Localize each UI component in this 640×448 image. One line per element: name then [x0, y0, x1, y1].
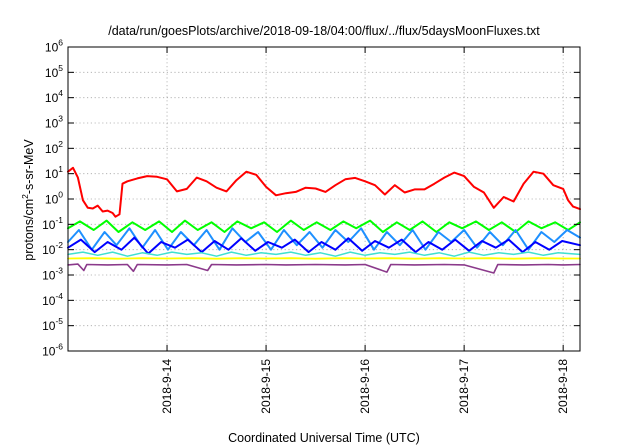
y-tick-label-exp: 4: [58, 88, 63, 98]
y-tick-label: 10-6: [42, 342, 63, 359]
y-tick-label-exp: 2: [58, 139, 63, 149]
y-tick-label: 102: [45, 139, 63, 156]
flux-series-4: [67, 236, 581, 255]
y-tick-label: 105: [45, 63, 63, 80]
y-tick-label-exp: -4: [55, 291, 63, 301]
flux-series-6: [67, 257, 581, 260]
y-tick-label-base: 10: [45, 41, 59, 55]
y-tick-label-base: 10: [45, 167, 59, 181]
plot-series: [67, 166, 581, 274]
flux-series-7: [67, 263, 581, 274]
y-tick-label: 10-2: [42, 240, 63, 257]
y-tick-label: 10-5: [42, 316, 63, 333]
x-tick-label: 2018-9-16: [358, 359, 372, 414]
y-tick-label-exp: 0: [58, 190, 63, 200]
flux-series-1: [67, 166, 581, 218]
y-axis-label-prefix: protons/cm: [22, 199, 36, 261]
y-tick-label-exp: 3: [58, 114, 63, 124]
x-tick-label: 2018-9-14: [160, 359, 174, 414]
x-tick-label: 2018-9-17: [457, 359, 471, 414]
chart-title: /data/run/goesPlots/archive/2018-09-18/0…: [108, 24, 540, 38]
y-tick-label-base: 10: [42, 218, 56, 232]
y-tick-label: 101: [45, 164, 63, 181]
y-axis-label-sup: 2: [20, 194, 30, 199]
y-tick-label-exp: -6: [55, 342, 63, 352]
y-tick-label-base: 10: [45, 91, 59, 105]
y-tick-label-base: 10: [45, 117, 59, 131]
y-tick-label-base: 10: [42, 345, 56, 359]
y-tick-label-exp: -3: [55, 266, 63, 276]
plot-axes: 10-610-510-410-310-210-11001011021031041…: [42, 38, 580, 414]
y-axis-label: protons/cm2-s-sr-MeV: [20, 139, 36, 261]
x-tick-label: 2018-9-15: [259, 359, 273, 414]
x-axis-label: Coordinated Universal Time (UTC): [228, 431, 420, 445]
y-tick-label-exp: 6: [58, 38, 63, 48]
y-tick-label: 106: [45, 38, 63, 55]
y-tick-label: 10-4: [42, 291, 63, 308]
y-tick-label-base: 10: [42, 269, 56, 283]
y-tick-label-exp: -1: [55, 215, 63, 225]
y-axis-label-suffix: -s-sr-MeV: [22, 139, 36, 195]
y-tick-label-base: 10: [45, 66, 59, 80]
y-tick-label-exp: -2: [55, 240, 63, 250]
y-tick-label-base: 10: [42, 294, 56, 308]
y-tick-label-base: 10: [42, 319, 56, 333]
y-tick-label: 103: [45, 114, 63, 131]
y-tick-label-base: 10: [42, 243, 56, 257]
y-tick-label-base: 10: [45, 193, 59, 207]
plot-frame: [67, 46, 581, 352]
y-tick-label-exp: 5: [58, 63, 63, 73]
y-tick-label: 104: [45, 88, 63, 105]
y-tick-label: 10-3: [42, 266, 63, 283]
flux-series-5: [67, 251, 581, 257]
y-tick-label-exp: 1: [58, 164, 63, 174]
y-tick-label: 10-1: [42, 215, 63, 232]
y-tick-label-exp: -5: [55, 316, 63, 326]
x-tick-label: 2018-9-18: [556, 359, 570, 414]
flux-series-2: [67, 219, 581, 233]
y-tick-label-base: 10: [45, 142, 59, 156]
plot-grid: [68, 47, 580, 351]
y-tick-label: 100: [45, 190, 63, 207]
flux-series-3: [67, 227, 581, 251]
